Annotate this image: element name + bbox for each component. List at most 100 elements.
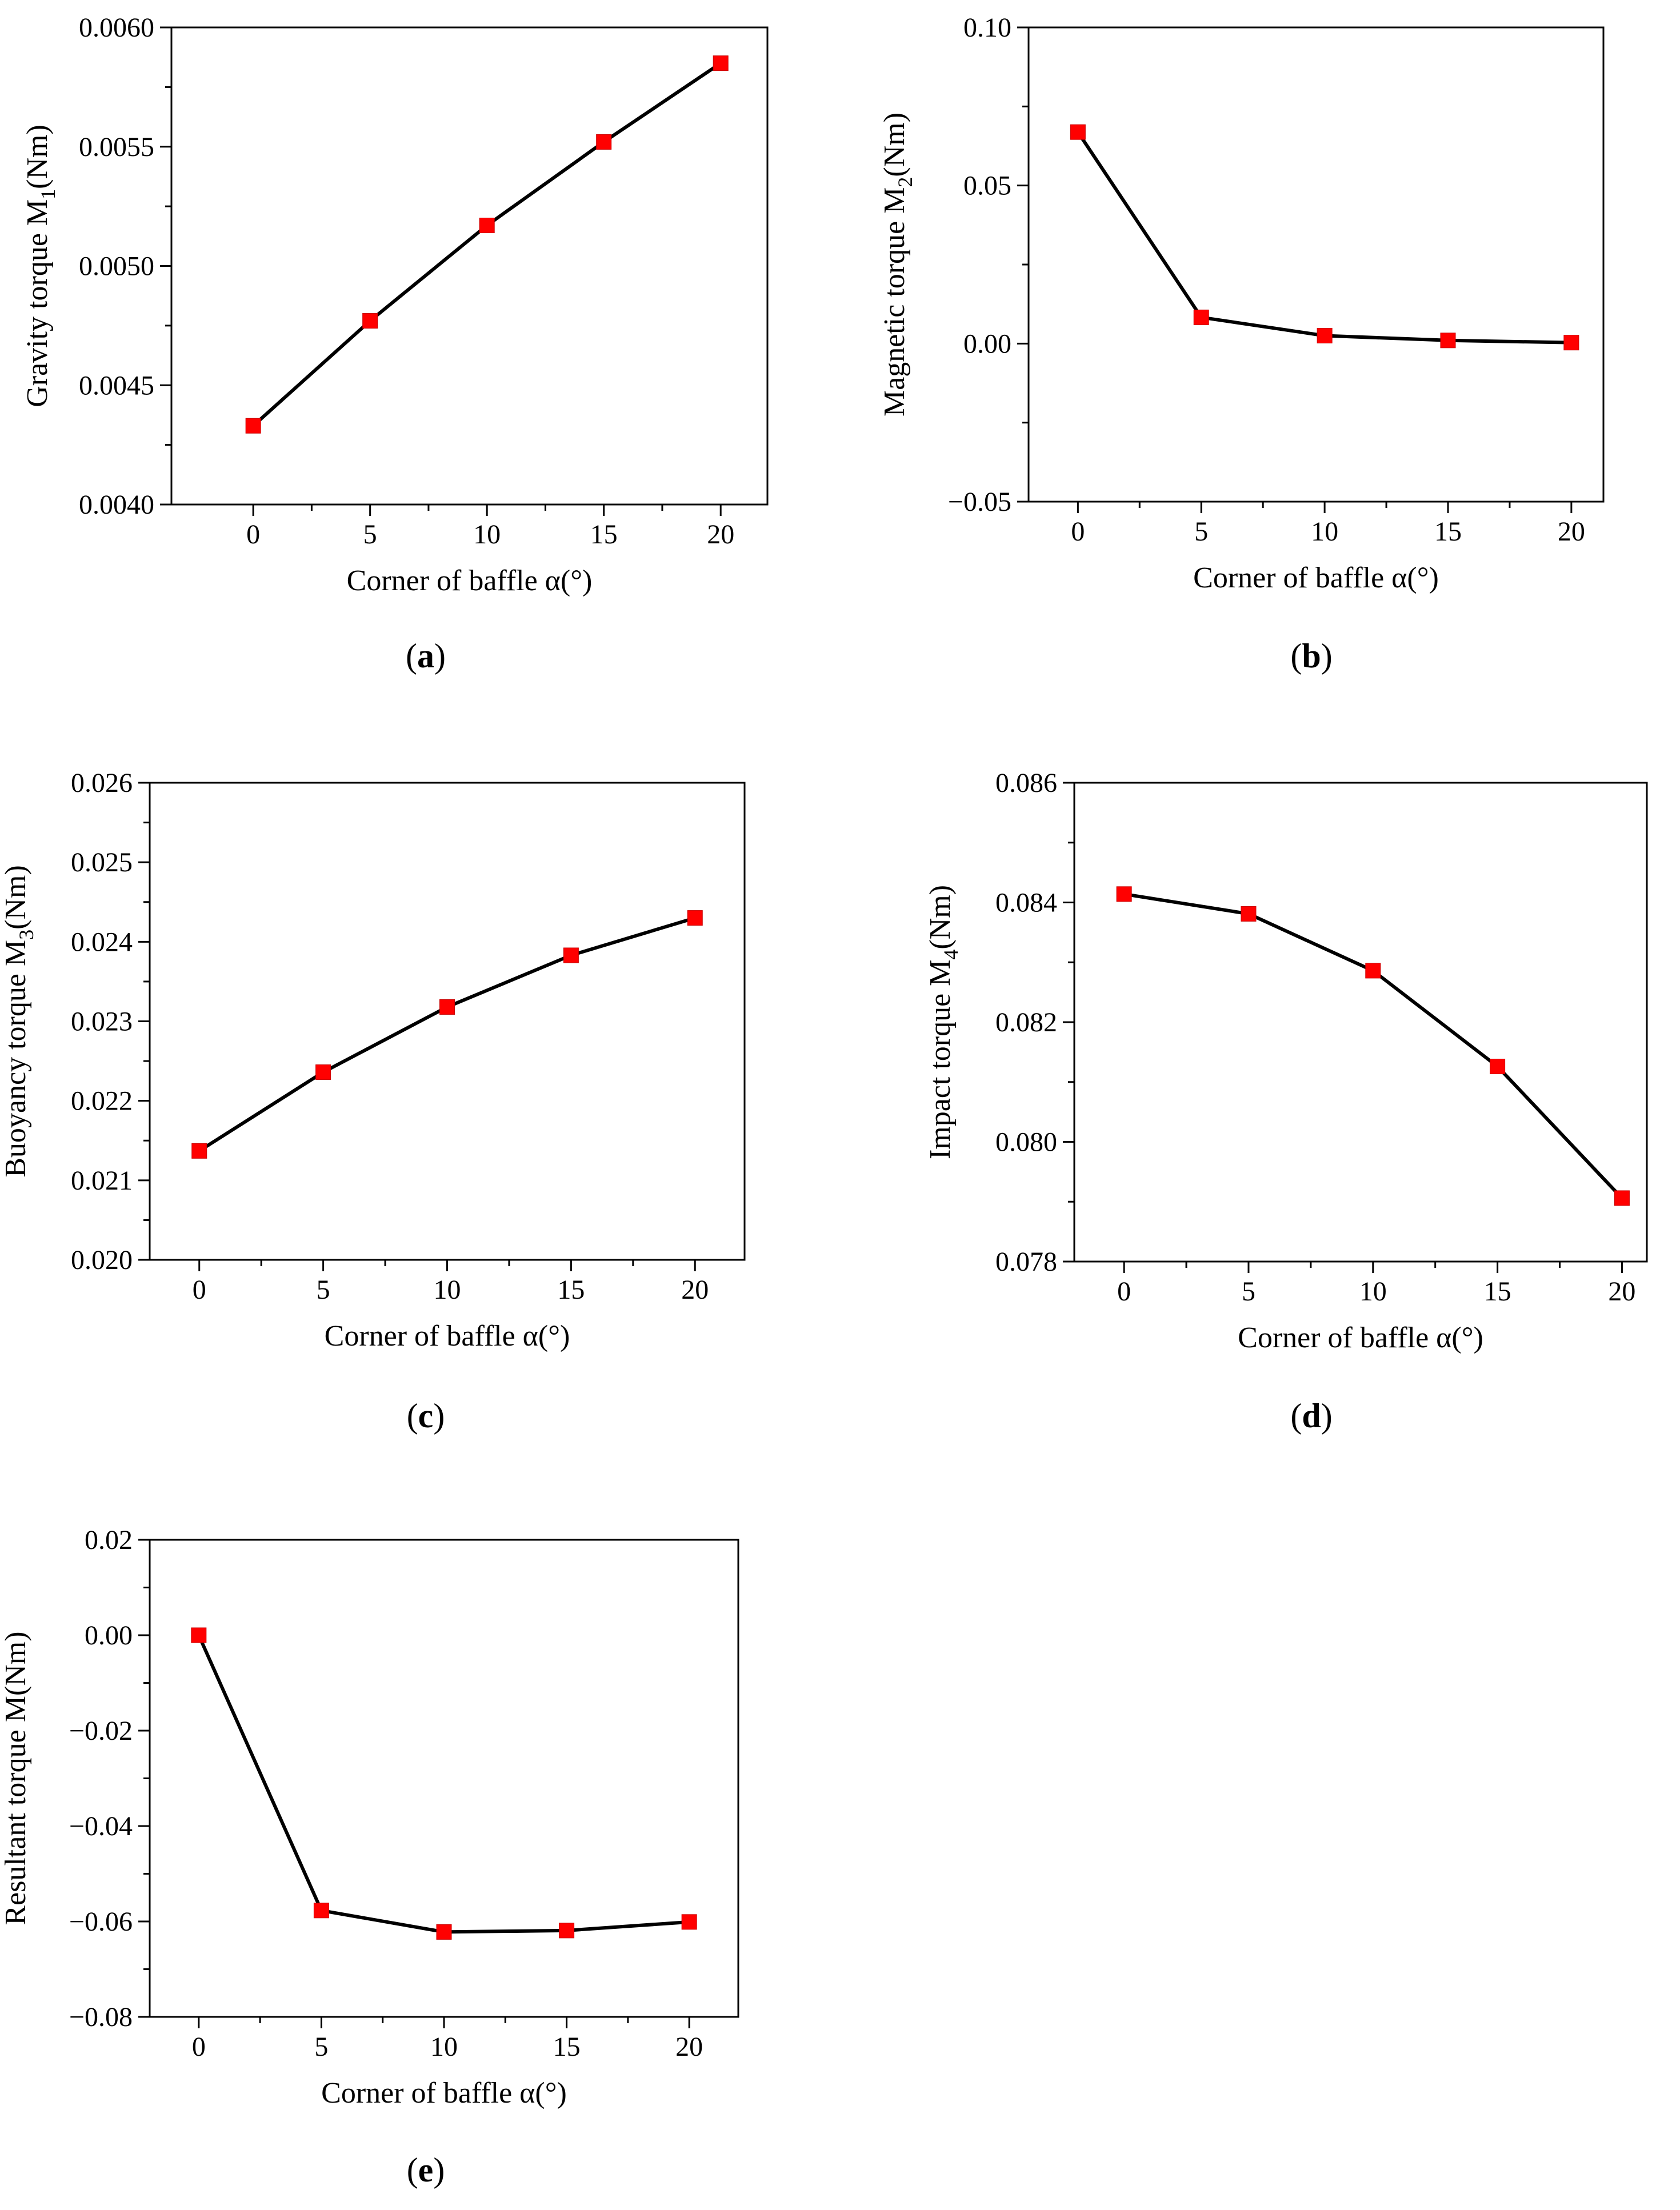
x-tick-label: 20 <box>675 2032 703 2062</box>
y-tick-label: 0.084 <box>995 888 1057 918</box>
data-point <box>713 55 729 71</box>
y-tick-label: −0.08 <box>69 2002 133 2032</box>
data-point <box>1614 1190 1630 1206</box>
series-line <box>197 1634 690 1934</box>
data-point <box>1070 124 1086 140</box>
y-axis-label-subscript: 2 <box>894 177 917 187</box>
x-tick-label: 5 <box>1242 1276 1255 1307</box>
x-tick-label: 10 <box>1359 1276 1387 1307</box>
y-tick-label: 0.00 <box>963 329 1011 359</box>
data-point <box>1440 333 1456 349</box>
y-tick-label: −0.06 <box>69 1907 133 1937</box>
y-tick-label: 0.02 <box>85 1525 133 1555</box>
y-axis-label-subscript: 3 <box>15 930 38 940</box>
y-tick-label: 0.080 <box>995 1127 1057 1158</box>
x-tick-label: 10 <box>434 1275 461 1305</box>
x-tick-label: 15 <box>553 2032 581 2062</box>
panel-caption: (e) <box>407 2151 445 2189</box>
x-tick-label: 0 <box>1071 517 1085 547</box>
x-axis-label: Corner of baffle α(°) <box>1238 1322 1483 1354</box>
y-axis-label-main: Gravity torque M <box>21 199 54 407</box>
series-line <box>252 62 722 427</box>
x-tick-label: 20 <box>681 1275 709 1305</box>
data-point <box>439 999 455 1015</box>
y-axis-label-subscript: 4 <box>939 950 962 960</box>
y-axis-label-main: Buoyancy torque M <box>0 940 32 1178</box>
x-tick-label: 10 <box>473 519 501 550</box>
data-point <box>245 418 261 434</box>
caption-paren-open: ( <box>407 2151 418 2189</box>
caption-paren-close: ) <box>433 2151 445 2189</box>
x-tick-label: 0 <box>246 519 260 550</box>
data-point <box>1317 328 1333 343</box>
plot-frame <box>149 1539 739 2018</box>
panel-caption: (d) <box>1290 1397 1332 1435</box>
y-tick-label: 0.0045 <box>79 370 154 401</box>
plot-frame <box>1027 26 1605 503</box>
y-tick-label: 0.086 <box>995 768 1057 798</box>
y-tick-label: 0.10 <box>963 13 1011 43</box>
x-tick-label: 5 <box>363 519 377 550</box>
y-tick-label: 0.05 <box>963 171 1011 201</box>
x-axis-label: Corner of baffle α(°) <box>347 564 593 597</box>
caption-letter: c <box>418 1397 434 1435</box>
x-tick-label: 15 <box>1434 517 1462 547</box>
x-axis-label: Corner of baffle α(°) <box>1193 562 1439 594</box>
caption-paren-close: ) <box>434 637 446 675</box>
series-line <box>1076 131 1571 345</box>
y-tick-label: −0.05 <box>948 487 1011 517</box>
caption-letter: a <box>417 637 434 675</box>
y-tick-label: 0.022 <box>71 1086 133 1116</box>
y-axis-label-main: Resultant torque M(Nm) <box>0 1631 32 1925</box>
data-point <box>191 1627 207 1643</box>
data-point <box>1116 886 1132 902</box>
data-point <box>191 1143 207 1159</box>
data-point <box>313 1903 329 1919</box>
data-point <box>681 1914 697 1930</box>
data-point <box>315 1064 331 1080</box>
data-point <box>687 910 703 926</box>
x-tick-label: 10 <box>1311 517 1338 547</box>
data-point <box>1563 335 1579 351</box>
x-tick-label: 15 <box>590 519 618 550</box>
y-axis-label-unit: (Nm) <box>0 865 32 930</box>
y-tick-label: 0.021 <box>71 1166 133 1196</box>
y-axis-label: Buoyancy torque M3(Nm) <box>0 865 38 1178</box>
x-tick-label: 5 <box>314 2032 328 2062</box>
y-axis-label-subscript: 1 <box>37 189 59 199</box>
y-tick-label: 0.00 <box>85 1620 133 1651</box>
y-axis-label: Gravity torque M1(Nm) <box>21 125 59 407</box>
y-tick-label: 0.023 <box>71 1007 133 1037</box>
x-axis-label: Corner of baffle α(°) <box>325 1320 570 1352</box>
panel-caption: (a) <box>406 637 446 675</box>
y-axis-label-main: Magnetic torque M <box>878 187 911 417</box>
data-point <box>563 947 579 963</box>
chart-a: 0 5 10 15 20 0.0040 0.0045 0.0050 0.0055 0.0060 Co… <box>21 13 769 675</box>
panel-caption: (b) <box>1290 637 1332 675</box>
caption-paren-open: ( <box>1290 637 1302 675</box>
x-tick-label: 15 <box>1484 1276 1511 1307</box>
plot-frame <box>1073 782 1648 1263</box>
y-axis-label-unit: (Nm) <box>924 885 957 950</box>
caption-paren-close: ) <box>1321 1397 1333 1435</box>
data-point <box>596 134 612 150</box>
y-tick-label: 0.025 <box>71 847 133 878</box>
plot-frame <box>149 782 746 1261</box>
data-point <box>1365 963 1381 979</box>
data-point <box>479 218 495 234</box>
x-tick-label: 5 <box>1194 517 1208 547</box>
data-point <box>559 1923 575 1939</box>
x-tick-label: 15 <box>557 1275 585 1305</box>
x-tick-label: 20 <box>1608 1276 1635 1307</box>
x-tick-label: 20 <box>1558 517 1585 547</box>
chart-b: 0 5 10 15 20 −0.05 0.00 0.05 0.10 Corner of baffl… <box>878 13 1605 675</box>
caption-letter: b <box>1302 637 1321 675</box>
data-point <box>1241 906 1257 922</box>
y-tick-label: 0.0055 <box>79 132 154 162</box>
y-tick-label: 0.078 <box>995 1247 1057 1277</box>
caption-letter: e <box>418 2151 434 2189</box>
y-tick-label: 0.026 <box>71 768 133 798</box>
y-axis-label: Resultant torque M(Nm) <box>0 1631 32 1925</box>
y-tick-label: −0.04 <box>69 1811 133 1841</box>
y-tick-label: 0.020 <box>71 1245 133 1275</box>
